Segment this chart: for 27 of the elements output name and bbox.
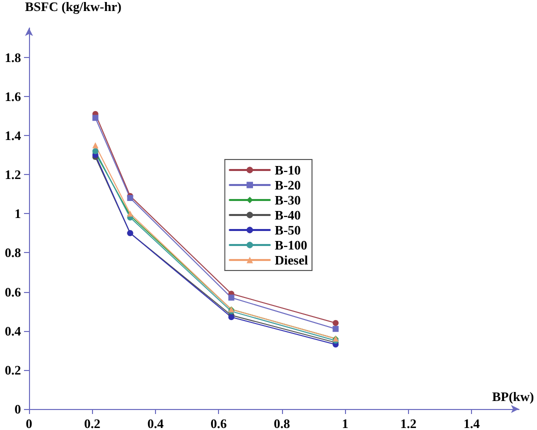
- x-tick-label: 1: [342, 416, 348, 430]
- x-tick-label: 1.2: [400, 416, 416, 430]
- y-tick-label: 1.8: [4, 50, 22, 65]
- x-tick-label: 1.4: [463, 416, 480, 430]
- legend-label: B-30: [274, 192, 301, 208]
- y-tick-label: 0.8: [4, 245, 22, 260]
- x-axis-title: BP(kw): [492, 389, 534, 404]
- legend-label: B-40: [274, 208, 301, 222]
- y-axis-title: BSFC (kg/kw-hr): [25, 0, 122, 14]
- y-tick-label: 0.2: [4, 362, 21, 378]
- x-tick-label: 0: [26, 416, 32, 430]
- legend-label: Diesel: [274, 252, 308, 268]
- y-tick-label: 1.2: [4, 167, 21, 182]
- legend-label: B-20: [274, 178, 301, 192]
- x-tick-label: 0.2: [84, 416, 100, 430]
- legend-label: B-100: [274, 238, 308, 252]
- y-tick-label: 0.6: [4, 284, 22, 300]
- x-tick-label: 0.8: [274, 416, 291, 430]
- y-tick-label: 1.4: [4, 128, 22, 143]
- legend-label: B-10: [274, 162, 301, 178]
- y-tick-label: 0.4: [4, 323, 22, 338]
- y-tick-label: 1: [14, 206, 21, 222]
- x-tick-label: 0.4: [147, 416, 164, 430]
- legend-label: B-50: [274, 222, 301, 238]
- y-tick-label: 1.6: [4, 88, 22, 104]
- y-tick-label: 0: [14, 402, 21, 416]
- x-tick-label: 0.6: [210, 416, 228, 430]
